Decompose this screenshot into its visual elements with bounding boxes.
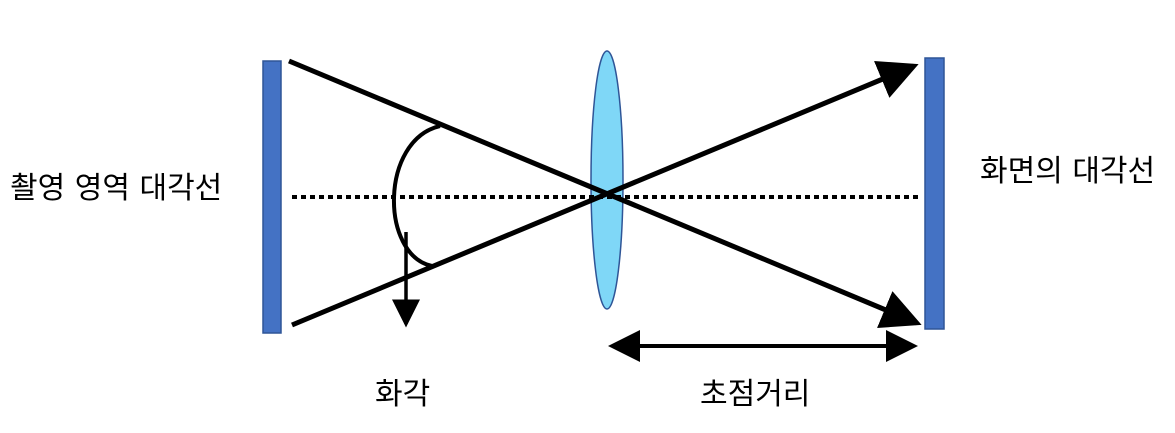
ray-top-left-to-bottom-right [288, 58, 922, 328]
screen-diagonal-label: 화면의 대각선 [980, 154, 1155, 189]
angle-of-view-arc [392, 124, 441, 268]
ray-bottom-left-to-top-right [291, 60, 919, 328]
lens [590, 50, 624, 310]
angle-of-view-label: 화각 [375, 377, 430, 412]
screen-plate [924, 57, 945, 330]
capture-diagonal-label: 촬영 영역 대각선 [10, 171, 222, 206]
focal-length-label: 초점거리 [700, 377, 810, 412]
capture-area-plate [262, 60, 282, 334]
